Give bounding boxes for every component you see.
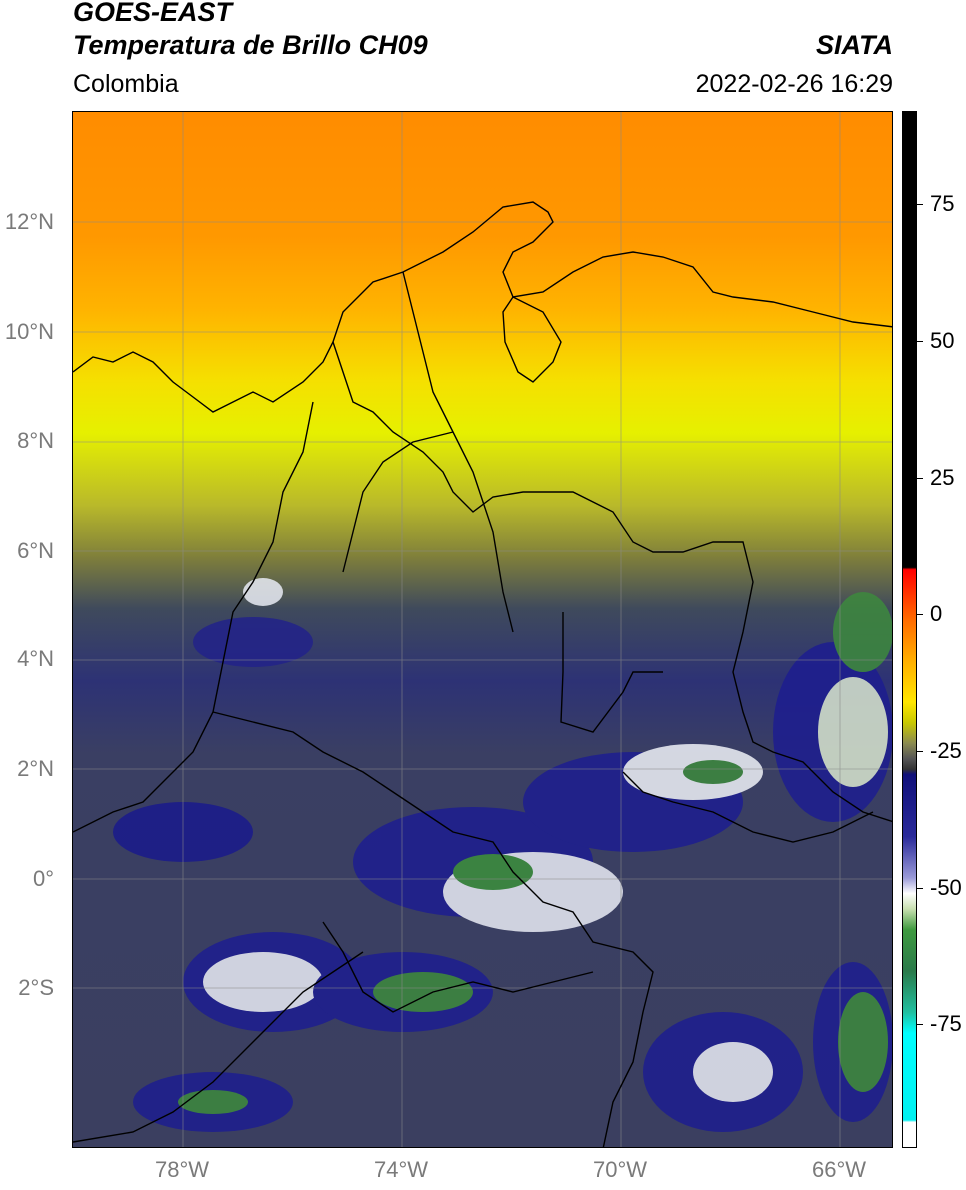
lat-label-4n: 4°N bbox=[17, 646, 54, 671]
borders bbox=[73, 201, 892, 1147]
graticule bbox=[73, 112, 892, 1147]
timestamp-label: 2022-02-26 16:29 bbox=[695, 70, 893, 98]
lon-label-70w: 70°W bbox=[592, 1157, 648, 1182]
colorbar-mark bbox=[917, 341, 923, 342]
colorbar-mark bbox=[917, 888, 923, 889]
lat-label-2n: 2°N bbox=[17, 756, 54, 781]
product-title: Temperatura de Brillo CH09 bbox=[73, 30, 428, 60]
cloud-patches bbox=[113, 578, 892, 1132]
colorbar-tick-50: 50 bbox=[930, 328, 955, 353]
lon-label-74w: 74°W bbox=[373, 1157, 429, 1182]
lat-label-10n: 10°N bbox=[4, 319, 54, 344]
colorbar-tick-75: 75 bbox=[930, 191, 955, 216]
lat-label-0: 0° bbox=[32, 866, 54, 891]
colorbar-tick-neg75: -75 bbox=[930, 1011, 962, 1036]
colorbar-mark bbox=[917, 1024, 923, 1025]
colorbar-tick-25: 25 bbox=[930, 465, 955, 490]
temperature-colorbar bbox=[902, 111, 917, 1148]
lat-label-2s: 2°S bbox=[18, 975, 54, 1000]
colorbar-tick-neg50: -50 bbox=[930, 875, 962, 900]
lon-label-78w: 78°W bbox=[154, 1157, 210, 1182]
colorbar-mark bbox=[917, 204, 923, 205]
colorbar-mark bbox=[917, 751, 923, 752]
map-overlay bbox=[73, 112, 892, 1147]
colorbar-mark bbox=[917, 478, 923, 479]
lon-label-66w: 66°W bbox=[811, 1157, 867, 1182]
satellite-title: GOES-EAST bbox=[73, 0, 233, 27]
lat-label-12n: 12°N bbox=[4, 209, 54, 234]
region-label: Colombia bbox=[73, 70, 179, 98]
colorbar-mark bbox=[917, 614, 923, 615]
colorbar-tick-neg25: -25 bbox=[930, 738, 962, 763]
satellite-map bbox=[72, 111, 893, 1148]
lat-label-6n: 6°N bbox=[17, 538, 54, 563]
colorbar-tick-0: 0 bbox=[930, 601, 943, 626]
organization-label: SIATA bbox=[816, 30, 893, 60]
lat-label-8n: 8°N bbox=[17, 428, 54, 453]
